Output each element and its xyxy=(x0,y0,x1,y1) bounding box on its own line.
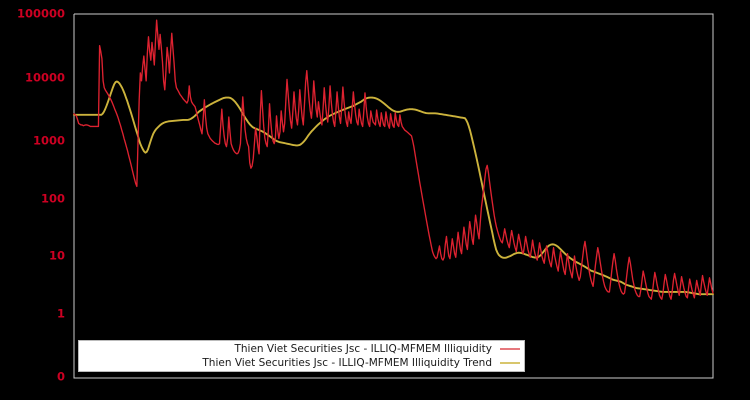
series-line-illiquidity xyxy=(73,19,714,300)
legend-label-trend: Thien Viet Securities Jsc - ILLIQ-MFMEM … xyxy=(201,357,492,369)
chart-legend[interactable]: Thien Viet Securities Jsc - ILLIQ-MFMEM … xyxy=(78,340,525,372)
y-tick-label-0: 0 xyxy=(57,370,65,384)
y-tick-label-10000: 10000 xyxy=(25,71,65,85)
legend-label-illiquidity: Thien Viet Securities Jsc - ILLIQ-MFMEM … xyxy=(233,343,492,355)
plot-frame xyxy=(73,13,714,379)
series-line-trend xyxy=(73,80,714,296)
y-tick-label-1: 1 xyxy=(57,307,65,321)
data-series-layer xyxy=(73,19,714,300)
y-tick-label-1000: 1000 xyxy=(33,134,65,148)
legend-background xyxy=(78,340,525,372)
y-tick-label-100: 100 xyxy=(41,192,65,206)
y-tick-label-10: 10 xyxy=(49,249,65,263)
y-tick-label-100000: 100000 xyxy=(17,7,65,21)
